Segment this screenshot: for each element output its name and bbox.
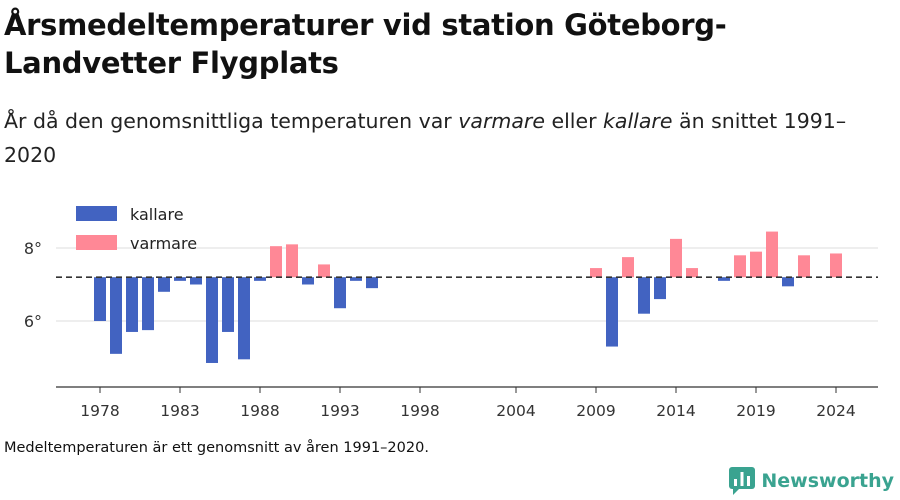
bar-cold [158,277,170,292]
bar-cold [654,277,666,300]
bar-warm [270,246,282,278]
bar-warm [766,231,778,278]
bar-cold [206,277,218,363]
y-axis: 6° 8° [24,239,42,331]
x-tick-label: 2009 [576,402,615,420]
bar-cold [782,277,794,287]
bar-cold [238,277,250,360]
legend-swatch-warm [76,235,117,250]
y-tick-label: 8° [24,239,42,258]
legend-label-cold: kallare [130,205,184,224]
bar-warm [686,268,698,278]
brand-name: Newsworthy [761,470,894,492]
bar-cold [350,277,362,281]
bar-warm [798,255,810,278]
bar-cold [94,277,106,321]
bar-cold [254,277,266,281]
chart-caption: Medeltemperaturen är ett genomsnitt av å… [4,440,429,456]
x-tick-label: 1983 [160,402,199,420]
chart-title: Årsmedeltemperaturer vid station Götebor… [4,8,727,80]
bar-cold [334,277,346,309]
bar-cold [126,277,138,332]
subtitle-warm-word: varmare [458,109,545,133]
legend-swatch-cold [76,206,117,221]
chart-subtitle: År då den genomsnittliga temperaturen va… [4,104,884,172]
legend: kallare varmare [76,205,197,253]
x-tick-label: 2014 [656,402,695,420]
bar-warm [590,268,602,278]
bar-cold [222,277,234,332]
bar-cold [174,277,186,281]
x-tick-label: 2019 [736,402,775,420]
x-tick-label: 2024 [816,402,855,420]
bar-chart: 6° 8° 1978 1983 1988 1993 1998 2004 2009 2014 201… [24,205,878,420]
bar-cold [606,277,618,347]
x-tick-label: 1978 [80,402,119,420]
bar-cold [110,277,122,354]
x-tick-label: 1998 [400,402,439,420]
x-axis: 1978 1983 1988 1993 1998 2004 2009 2014 2019 2024 [80,387,856,420]
brand-logo: Newsworthy [729,467,894,495]
bar-warm [318,264,330,278]
x-tick-label: 1993 [320,402,359,420]
subtitle-prefix: År då den genomsnittliga temperaturen va… [4,109,459,133]
newsworthy-logo-icon [729,467,756,495]
bar-warm [670,238,682,278]
bar-cold [638,277,650,314]
y-tick-label: 6° [24,312,42,331]
x-tick-label: 2004 [496,402,535,420]
subtitle-middle: eller [544,109,604,133]
subtitle-cold-word: kallare [603,109,673,133]
bar-warm [622,257,634,278]
gridlines [56,247,878,322]
legend-label-warm: varmare [130,234,197,253]
bar-warm [750,251,762,278]
bar-cold [366,277,378,289]
bar-cold [142,277,154,331]
bars [94,231,842,363]
bar-cold [302,277,314,285]
subtitle-suffix: än snittet 1991–2020 [4,109,847,167]
bar-cold [190,277,202,285]
bar-warm [286,244,298,278]
bar-warm [830,253,842,278]
bar-warm [734,255,746,278]
x-tick-label: 1988 [240,402,279,420]
bar-cold [718,277,730,281]
